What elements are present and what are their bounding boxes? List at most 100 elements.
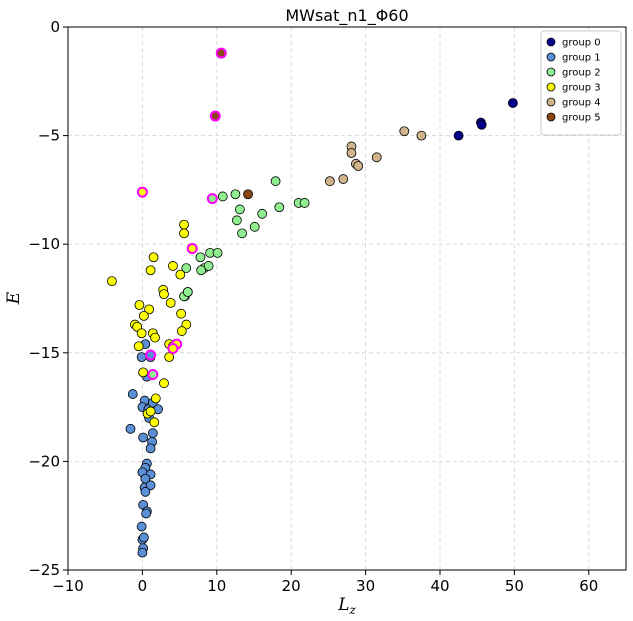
- legend-label: group 2: [562, 68, 601, 79]
- data-point: [106, 276, 117, 287]
- data-point: [134, 300, 145, 310]
- data-point: [508, 98, 518, 108]
- data-point: [453, 130, 464, 141]
- highlighted-point: [167, 342, 179, 354]
- data-point: [249, 221, 260, 232]
- data-point: [324, 176, 335, 187]
- data-point: [179, 219, 189, 230]
- axis-ticks: −10 0 10 20 30 40 50 60 0 −5 −10 −15 −20 −25: [28, 18, 598, 595]
- x-tick-label: 0: [138, 577, 148, 595]
- data-point: [148, 252, 159, 263]
- data-point: [138, 532, 149, 543]
- data-point: [371, 152, 382, 163]
- data-point: [181, 263, 192, 273]
- x-axis-label: Lz: [337, 595, 356, 617]
- legend-marker: [546, 67, 556, 77]
- x-tick-label: 50: [505, 577, 524, 595]
- data-point: [237, 228, 247, 239]
- data-point: [136, 328, 147, 339]
- x-tick-label: 10: [207, 577, 226, 595]
- data-point: [231, 215, 242, 226]
- chart-title: MWsat_n1_Φ60: [285, 6, 408, 26]
- data-point: [145, 265, 156, 276]
- y-tick-label: −10: [28, 235, 60, 253]
- data-point: [217, 191, 228, 202]
- legend-marker: [546, 37, 556, 47]
- legend-marker: [546, 97, 556, 107]
- data-point: [257, 208, 268, 219]
- data-points: [106, 47, 518, 558]
- legend-marker: [546, 82, 556, 92]
- y-tick-label: 0: [50, 18, 60, 36]
- data-point: [346, 148, 357, 158]
- data-point: [164, 352, 175, 363]
- data-point: [230, 189, 241, 200]
- legend-label: group 5: [562, 113, 601, 124]
- data-point: [149, 417, 160, 428]
- highlighted-point: [147, 369, 159, 381]
- data-point: [150, 393, 161, 404]
- data-point: [353, 161, 364, 171]
- data-point: [179, 228, 189, 239]
- data-point: [141, 508, 152, 519]
- x-tick-label: 40: [430, 577, 449, 595]
- x-tick-label: 20: [282, 577, 301, 595]
- data-point: [159, 378, 169, 389]
- legend: group 0 group 1 group 2 group 3 group 4 group…: [540, 30, 622, 136]
- x-tick-label: 60: [579, 577, 598, 595]
- legend-label: group 0: [562, 38, 601, 49]
- y-axis-label: E: [4, 291, 24, 305]
- data-point: [138, 432, 149, 443]
- x-tick-label: 30: [356, 577, 375, 595]
- data-point: [195, 252, 206, 263]
- highlighted-point: [186, 243, 198, 255]
- data-point: [338, 174, 349, 184]
- data-point: [125, 423, 136, 434]
- data-point: [416, 130, 427, 141]
- data-point: [168, 261, 178, 271]
- y-tick-label: −25: [28, 561, 60, 579]
- data-point: [243, 189, 253, 200]
- highlighted-point: [206, 193, 218, 205]
- data-point: [176, 308, 186, 319]
- y-tick-label: −15: [28, 344, 60, 362]
- data-point: [203, 261, 214, 271]
- legend-label: group 4: [562, 98, 601, 109]
- data-point: [145, 406, 156, 417]
- data-point: [144, 304, 154, 315]
- data-point: [147, 428, 158, 439]
- data-point: [137, 547, 148, 558]
- highlighted-point: [136, 186, 148, 198]
- data-point: [175, 269, 186, 280]
- data-point: [182, 287, 193, 297]
- data-point: [145, 443, 156, 454]
- data-point: [270, 176, 281, 187]
- highlighted-point: [215, 47, 227, 59]
- data-point: [476, 119, 487, 130]
- data-point: [212, 247, 223, 258]
- legend-label: group 3: [562, 83, 601, 94]
- legend-marker: [546, 112, 556, 122]
- data-point: [145, 480, 156, 491]
- data-point: [133, 341, 144, 352]
- data-point: [399, 126, 410, 137]
- legend-marker: [546, 52, 556, 62]
- data-point: [274, 202, 285, 213]
- data-point: [140, 486, 151, 497]
- highlighted-point: [209, 110, 221, 122]
- data-point: [136, 521, 147, 532]
- data-point: [196, 265, 207, 276]
- data-point: [299, 198, 310, 208]
- data-point: [138, 367, 149, 378]
- x-tick-label: −10: [52, 577, 84, 595]
- legend-box: [540, 30, 622, 136]
- data-point: [176, 326, 187, 336]
- data-point: [159, 289, 169, 300]
- legend-label: group 1: [562, 53, 601, 64]
- data-point: [136, 352, 147, 363]
- data-point: [150, 332, 160, 343]
- data-point: [138, 310, 149, 321]
- y-tick-label: −20: [28, 452, 60, 470]
